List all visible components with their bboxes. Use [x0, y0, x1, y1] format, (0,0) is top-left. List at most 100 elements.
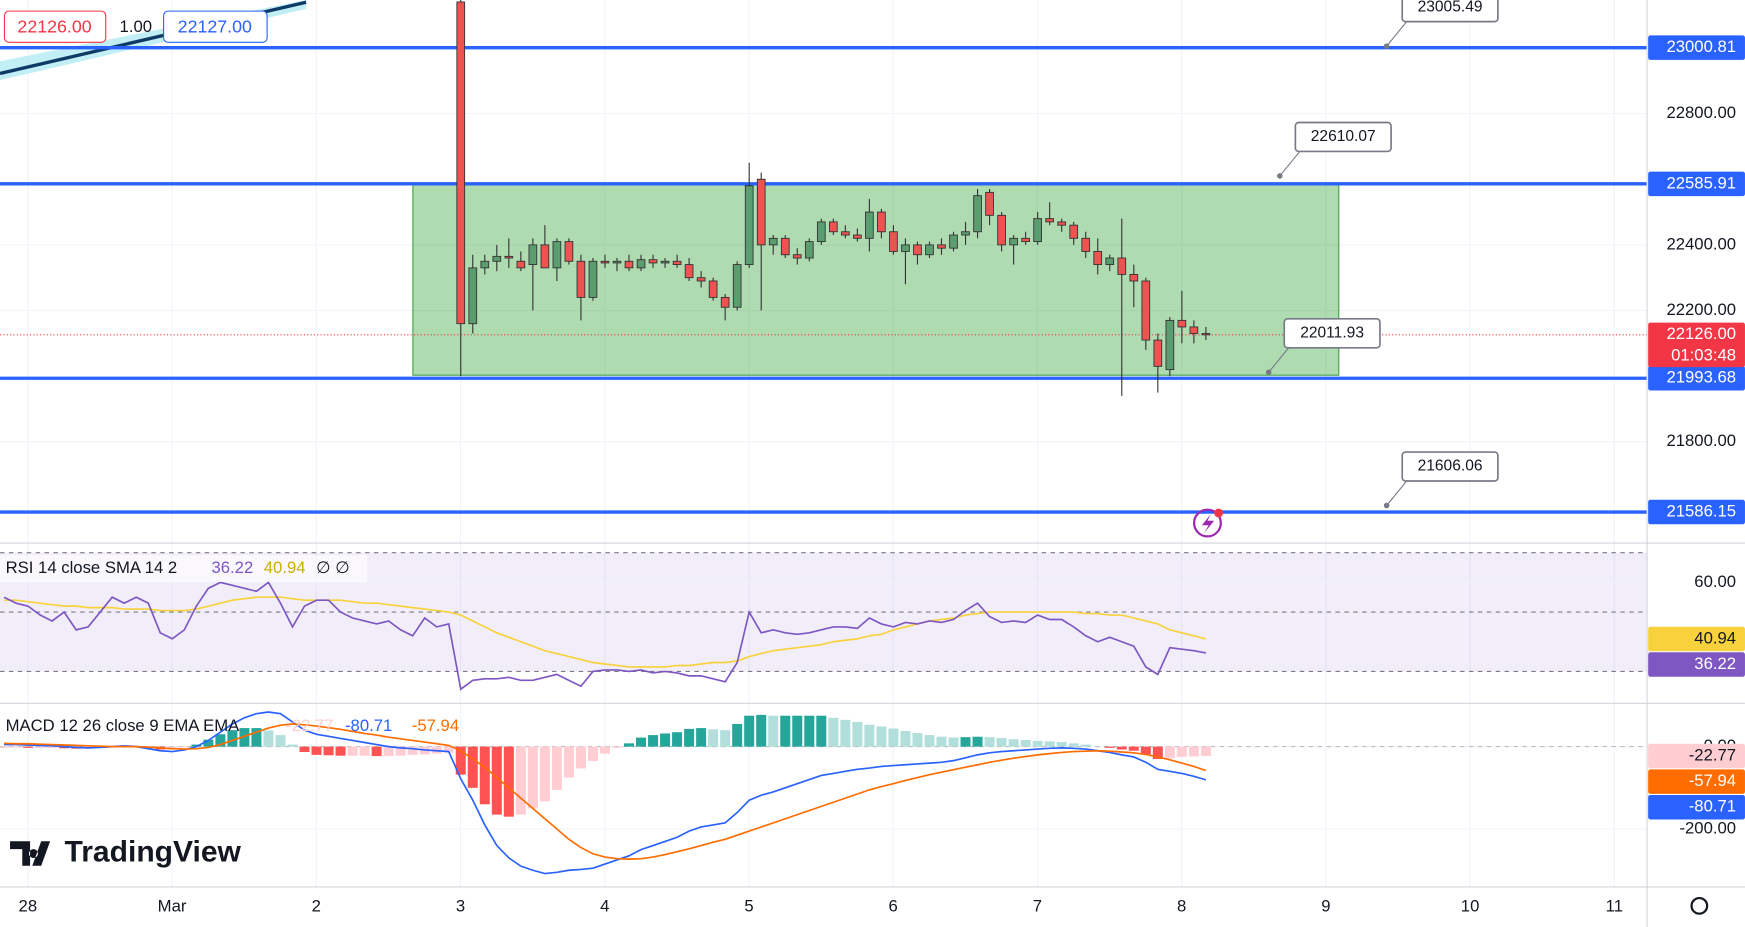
price-tag	[1648, 626, 1745, 652]
alert-ring[interactable]	[1192, 508, 1222, 538]
histogram-bar	[972, 736, 983, 747]
histogram-bar	[551, 746, 562, 790]
candle-body	[901, 244, 910, 252]
candle-body	[552, 241, 562, 269]
callout-label: 22011.93	[1300, 324, 1364, 341]
candle-body	[841, 231, 850, 236]
candle-body	[853, 234, 862, 239]
histogram-bar	[275, 735, 286, 747]
histogram-bar	[1116, 746, 1127, 750]
alert-bolt	[1201, 514, 1215, 534]
histogram-bar	[780, 715, 791, 747]
price-tag-label: 23000.81	[1666, 37, 1736, 56]
bid-button[interactable]	[3, 10, 107, 43]
callout-label: 23005.49	[1418, 0, 1483, 15]
bid-price: 22126.00	[17, 17, 91, 37]
histogram-bar	[984, 737, 995, 747]
candle-body	[1153, 339, 1163, 367]
histogram-bar	[1032, 740, 1043, 747]
callout-anchor	[1265, 369, 1272, 376]
histogram-bar	[443, 746, 454, 753]
candle-body	[744, 185, 754, 266]
histogram-bar	[948, 737, 959, 747]
histogram-bar	[1056, 742, 1067, 747]
histogram-bar	[239, 728, 250, 747]
callout-anchor	[1383, 502, 1390, 509]
callout-anchor	[1277, 173, 1283, 179]
histogram-bar	[696, 728, 707, 747]
histogram-bar	[359, 746, 370, 756]
histogram-bar	[636, 737, 647, 747]
histogram-bar	[503, 746, 514, 817]
histogram-bar	[1164, 746, 1175, 759]
histogram-bar	[395, 746, 406, 756]
histogram-bar	[335, 746, 346, 756]
histogram-bar	[684, 728, 695, 747]
histogram-bar	[263, 730, 274, 747]
callout-pointer	[1386, 21, 1408, 47]
histogram-bar	[455, 746, 466, 775]
histogram-bar	[1200, 746, 1211, 757]
histogram-bar	[47, 746, 58, 748]
histogram-bar	[648, 735, 659, 747]
candle-body	[480, 260, 490, 269]
gear[interactable]	[1690, 896, 1709, 915]
candle-body	[1081, 237, 1091, 252]
candle-body	[997, 214, 1006, 246]
legend-status: ∅ ∅	[316, 558, 350, 577]
price-tag-label: 36.22	[1694, 654, 1736, 673]
range-zone	[412, 183, 1340, 376]
candle-body	[1057, 221, 1067, 226]
histogram-bar	[1044, 741, 1055, 747]
candle-body	[672, 260, 682, 266]
price-tick-label: 60.00	[1694, 572, 1736, 591]
histogram-bar	[1140, 746, 1151, 755]
candle-body	[828, 221, 838, 233]
histogram-bar	[732, 723, 743, 747]
histogram-bar	[660, 733, 671, 747]
time-tick-label: 8	[1177, 896, 1186, 915]
histogram-bar	[611, 746, 622, 748]
price-tag	[1648, 743, 1745, 769]
price-tick-label: -200.00	[1679, 818, 1736, 837]
candle-body	[937, 244, 946, 249]
histogram-bar	[467, 746, 478, 788]
price-tag	[1648, 499, 1745, 525]
histogram-bar	[876, 726, 887, 747]
histogram-bar	[599, 746, 610, 754]
candle-body	[961, 231, 970, 236]
histogram-bar	[203, 739, 214, 747]
ask-button[interactable]	[163, 10, 268, 43]
candle-body	[492, 255, 502, 262]
price-tag	[1648, 652, 1745, 677]
price-tag	[1648, 794, 1745, 820]
alert-dot	[1214, 508, 1224, 518]
histogram-bar	[383, 746, 394, 757]
settings-icon[interactable]	[1690, 896, 1709, 915]
histogram-bar	[1104, 746, 1115, 748]
logo-mark	[10, 841, 51, 866]
price-tag	[1648, 769, 1745, 794]
price-tag	[1648, 366, 1745, 391]
indicator-line	[4, 723, 1207, 860]
histogram-bar	[756, 714, 767, 747]
histogram-bar	[708, 729, 719, 747]
price-tag	[1648, 35, 1745, 60]
histogram-bar	[227, 730, 238, 747]
histogram-bar	[515, 746, 526, 815]
histogram-bar	[744, 715, 755, 747]
candle-body	[456, 1, 466, 325]
price-tag-label: -57.94	[1689, 771, 1736, 790]
callout-pointer	[1279, 151, 1301, 177]
candle-body	[985, 191, 994, 216]
indicator-line	[3, 581, 1207, 691]
price-pane: 23005.49 22610.07 22011.93 21606.06	[0, 0, 1648, 514]
callout-label: 21606.06	[1418, 458, 1483, 475]
candle-body	[780, 237, 790, 256]
legend-value: 40.94	[264, 558, 306, 577]
alert-icon[interactable]	[1192, 508, 1224, 538]
histogram-bar	[1128, 746, 1139, 751]
histogram-bar	[816, 715, 827, 747]
legend-value: 36.22	[211, 558, 253, 577]
